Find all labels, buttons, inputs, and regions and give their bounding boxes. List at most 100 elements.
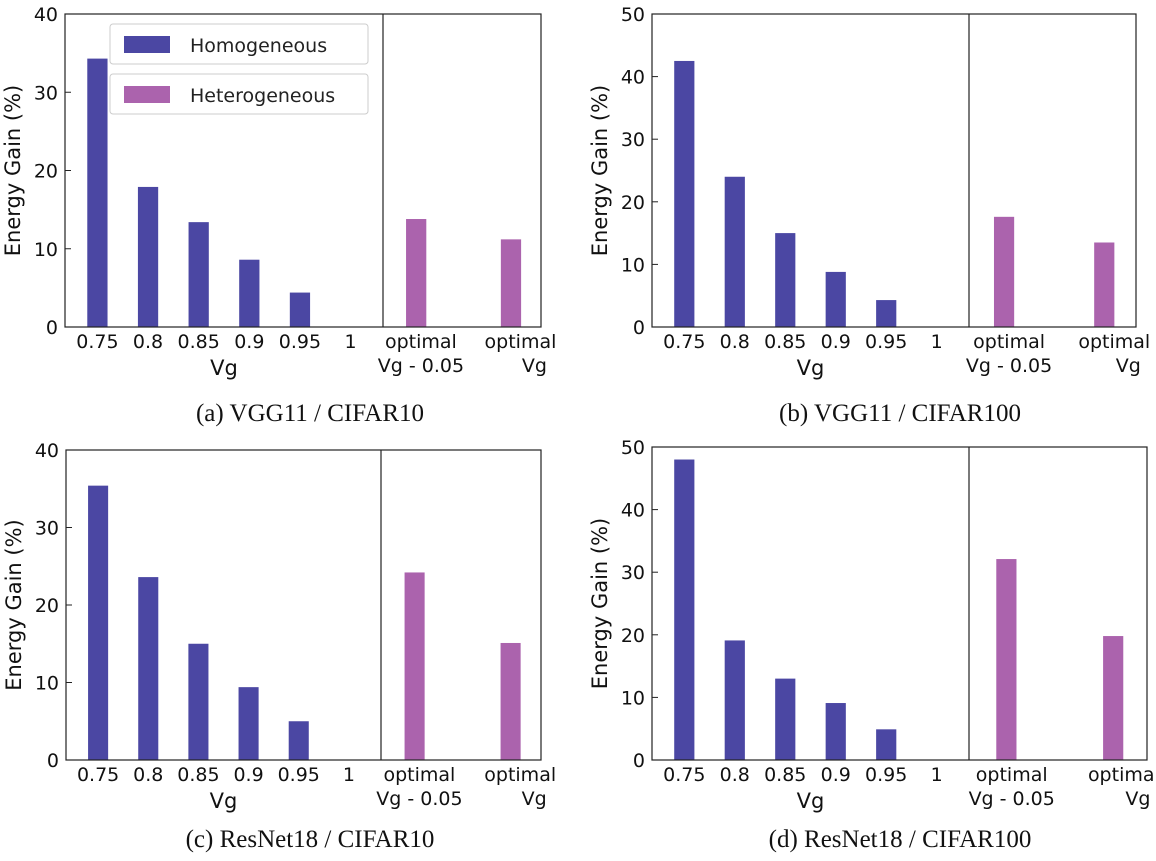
y-tick-label: 0 xyxy=(633,750,645,772)
x-tick-label: optimal xyxy=(973,331,1045,353)
x-tick-label: 0.75 xyxy=(76,331,118,353)
bar-homogeneous-0.75 xyxy=(87,58,108,327)
bar-homogeneous-0.95 xyxy=(876,729,897,760)
y-tick-label: 50 xyxy=(621,4,645,26)
bar-homogeneous-0.85 xyxy=(188,222,209,327)
x-tick-label: Vg xyxy=(522,788,547,810)
y-axis-label: Energy Gain (%) xyxy=(2,519,26,691)
chart-panel-a: 0.75 0.8 0.85 0.9 0.95 1 optimal Vg - 0.05 optim… xyxy=(0,0,580,400)
bar-homogeneous-0.85 xyxy=(775,678,796,760)
y-tick-label: 0 xyxy=(46,317,58,339)
x-tick-label: Vg - 0.05 xyxy=(969,788,1055,810)
x-tick-label: optimal xyxy=(1088,764,1156,786)
chart-panel-c: 0.75 0.8 0.85 0.9 0.95 1 optimal Vg - 0.05 optim… xyxy=(0,436,580,826)
y-tick-label: 30 xyxy=(621,129,645,151)
y-tick-label: 40 xyxy=(621,67,645,89)
x-tick-label: 1 xyxy=(931,331,943,353)
bar-homogeneous-0.95 xyxy=(876,300,897,327)
plot-frame xyxy=(651,446,1148,761)
legend-label: Heterogeneous xyxy=(190,85,335,107)
y-tick-label: 10 xyxy=(621,254,645,276)
x-tick-label: 0.85 xyxy=(178,331,220,353)
y-tick-label: 0 xyxy=(47,750,59,772)
bar-heterogeneous-0 xyxy=(406,219,427,327)
x-tick-label: 0.85 xyxy=(764,764,806,786)
bar-heterogeneous-1 xyxy=(1103,636,1124,760)
x-tick-label: 0.95 xyxy=(279,331,321,353)
y-tick-label: 30 xyxy=(35,518,59,540)
x-tick-label: optimal xyxy=(976,764,1048,786)
x-axis-label: Vg xyxy=(210,789,238,813)
legend-box xyxy=(109,23,369,65)
plot-frame xyxy=(651,13,1137,328)
x-tick-label: 0.75 xyxy=(663,764,705,786)
x-tick-label: 0.9 xyxy=(821,764,851,786)
x-tick-label: Vg xyxy=(522,355,547,377)
y-tick-label: 20 xyxy=(621,625,645,647)
x-tick-label: 1 xyxy=(345,331,357,353)
bar-heterogeneous-0 xyxy=(404,572,425,760)
x-tick-label: 0.8 xyxy=(720,331,750,353)
x-tick-label: optimal xyxy=(1078,331,1150,353)
caption-b: (b) VGG11 / CIFAR100 xyxy=(779,400,1021,427)
x-axis-label: Vg xyxy=(797,789,825,813)
bar-homogeneous-0.9 xyxy=(825,271,846,327)
caption-c: (c) ResNet18 / CIFAR10 xyxy=(185,826,435,853)
x-tick-label: Vg - 0.05 xyxy=(378,355,464,377)
bar-heterogeneous-1 xyxy=(500,642,521,760)
x-tick-label: 0.85 xyxy=(764,331,806,353)
x-tick-label: optimal xyxy=(385,331,457,353)
y-tick-label: 50 xyxy=(621,437,645,459)
x-tick-label: 0.9 xyxy=(234,331,264,353)
y-tick-label: 20 xyxy=(34,161,58,183)
bar-homogeneous-0.9 xyxy=(238,687,259,760)
x-tick-label: 1 xyxy=(343,764,355,786)
y-axis-label: Energy Gain (%) xyxy=(588,85,612,257)
y-axis-label: Energy Gain (%) xyxy=(1,85,25,257)
bar-heterogeneous-1 xyxy=(500,239,522,327)
x-tick-label: optimal xyxy=(485,331,557,353)
bar-homogeneous-0.8 xyxy=(137,186,159,327)
x-tick-label: 0.75 xyxy=(77,764,119,786)
bar-homogeneous-0.95 xyxy=(288,721,309,760)
legend-label: Homogeneous xyxy=(190,35,327,57)
bar-homogeneous-0.8 xyxy=(138,577,159,760)
y-tick-label: 30 xyxy=(621,562,645,584)
legend-swatch xyxy=(124,36,170,53)
x-tick-label: 0.85 xyxy=(177,764,219,786)
x-axis-label: Vg xyxy=(797,356,825,380)
bar-homogeneous-0.75 xyxy=(674,459,695,760)
x-tick-label: Vg xyxy=(1125,788,1150,810)
bar-homogeneous-0.8 xyxy=(724,640,745,760)
y-tick-label: 10 xyxy=(35,673,59,695)
x-tick-label: 1 xyxy=(931,764,943,786)
x-axis-label: Vg xyxy=(210,356,238,380)
bar-homogeneous-0.75 xyxy=(674,60,695,327)
bar-homogeneous-0.95 xyxy=(289,292,311,327)
y-tick-label: 40 xyxy=(35,440,59,462)
bar-heterogeneous-0 xyxy=(996,559,1017,760)
x-tick-label: 0.75 xyxy=(663,331,705,353)
x-tick-label: optimal xyxy=(484,764,556,786)
x-tick-label: 0.95 xyxy=(865,764,907,786)
legend: Homogeneous Heterogeneous xyxy=(109,23,369,115)
x-tick-label: 0.8 xyxy=(720,764,750,786)
chart-panel-d: 0.75 0.8 0.85 0.9 0.95 1 optimal Vg - 0.05 optim… xyxy=(580,436,1156,826)
bar-heterogeneous-1 xyxy=(1094,242,1115,327)
x-tick-label: 0.95 xyxy=(865,331,907,353)
bar-homogeneous-0.9 xyxy=(825,703,846,760)
x-tick-label: optimal xyxy=(383,764,455,786)
y-tick-label: 0 xyxy=(633,317,645,339)
caption-d: (d) ResNet18 / CIFAR100 xyxy=(768,826,1032,853)
y-tick-label: 40 xyxy=(34,4,58,26)
x-tick-label: 0.8 xyxy=(133,764,163,786)
chart-panel-b: 0.75 0.8 0.85 0.9 0.95 1 optimal Vg - 0.05 optim… xyxy=(580,0,1156,400)
y-tick-label: 10 xyxy=(34,239,58,261)
